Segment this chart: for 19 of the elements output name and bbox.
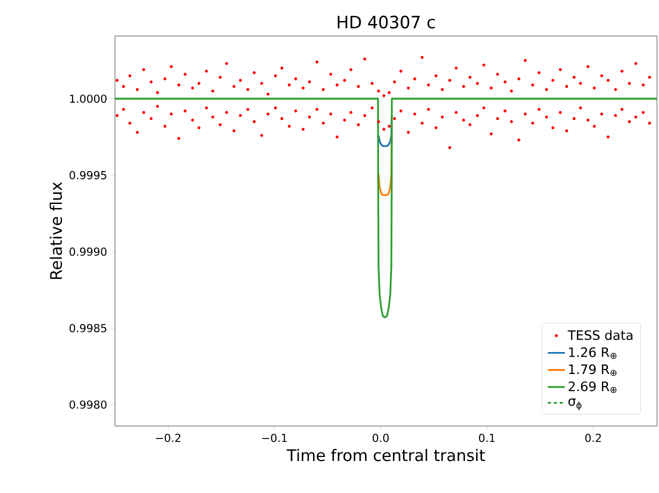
x-tick-label: −0.1 <box>262 434 287 442</box>
y-axis-title: Relative flux <box>50 182 62 279</box>
y-tick-label: 0.9980 <box>70 400 106 409</box>
x-tick-label: 0.2 <box>585 434 601 442</box>
x-tick-label: −0.2 <box>156 434 180 442</box>
chart-title: HD 40307 c <box>338 16 435 28</box>
y-tick-label: 0.9990 <box>70 248 106 256</box>
legend-label: 2.69 R$_{⊕}$ <box>568 381 616 393</box>
x-tick-label: 0.0 <box>372 434 389 442</box>
line-series <box>115 98 658 318</box>
y-tick-label: 0.9985 <box>70 324 106 332</box>
legend-label: 1.79 R$_{⊕}$ <box>569 364 616 376</box>
legend-label: σ$_{ϕ}$ <box>568 398 582 410</box>
legend-label: 1.26 R$_{⊕}$ <box>569 347 616 359</box>
y-tick-label: 1.0000 <box>70 94 106 103</box>
x-axis-title: Time from central transit <box>286 448 485 462</box>
x-tick-label: 0.1 <box>478 434 495 442</box>
y-tick-label: 0.9995 <box>70 171 106 180</box>
legend-label: TESS data <box>568 330 632 340</box>
